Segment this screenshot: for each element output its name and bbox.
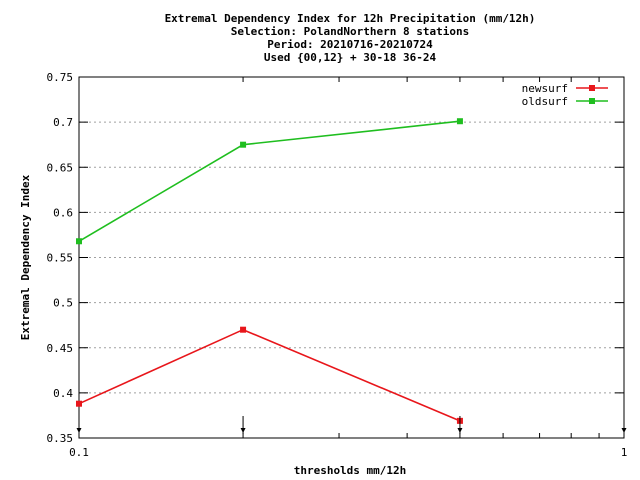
axis-ticks: 0.35 0.4 0.45 0.5 0.55 0.6 0.65 0.7 0.75 0.1 1 [47, 71, 628, 459]
title-line: Used {00,12} + 30-18 36-24 [264, 51, 437, 64]
threshold-arrowhead [457, 428, 463, 433]
threshold-arrowhead [621, 428, 627, 433]
y-tick-label: 0.7 [53, 116, 73, 129]
series-line-oldsurf [78, 120, 461, 242]
series-line-newsurf [78, 328, 461, 422]
x-axis-label: thresholds mm/12h [294, 464, 407, 477]
legend-swatch-marker [589, 98, 595, 104]
x-tick-label: 1 [621, 446, 628, 459]
data-point-oldsurf [76, 238, 82, 245]
y-tick-label: 0.5 [53, 297, 73, 310]
threshold-arrowhead [240, 428, 246, 433]
grid [79, 121, 624, 394]
x-tick-label: 0.1 [69, 446, 89, 459]
y-tick-label: 0.4 [53, 387, 73, 400]
y-tick-label: 0.55 [47, 252, 74, 265]
y-tick-label: 0.35 [47, 432, 74, 445]
y-axis-label: Extremal Dependency Index [19, 174, 32, 340]
legend-swatch-marker [589, 85, 595, 91]
data-point-newsurf [240, 326, 247, 333]
data-point-oldsurf [240, 141, 247, 148]
threshold-arrowhead [76, 428, 82, 433]
title-line: Period: 20210716-20210724 [267, 38, 433, 51]
threshold-markers [76, 416, 627, 434]
y-tick-label: 0.45 [47, 342, 74, 355]
legend-label: newsurf [522, 82, 568, 95]
y-tick-label: 0.75 [47, 71, 74, 84]
legend-label: oldsurf [522, 95, 568, 108]
y-tick-label: 0.65 [47, 161, 74, 174]
title-line: Selection: PolandNorthern 8 stations [231, 25, 469, 38]
y-tick-label: 0.6 [53, 206, 73, 219]
data-point-oldsurf [456, 118, 463, 125]
title-line: Extremal Dependency Index for 12h Precip… [165, 12, 536, 25]
chart-title: Extremal Dependency Index for 12h Precip… [165, 12, 536, 64]
data-point-newsurf [76, 400, 82, 407]
series-layer [76, 118, 463, 424]
